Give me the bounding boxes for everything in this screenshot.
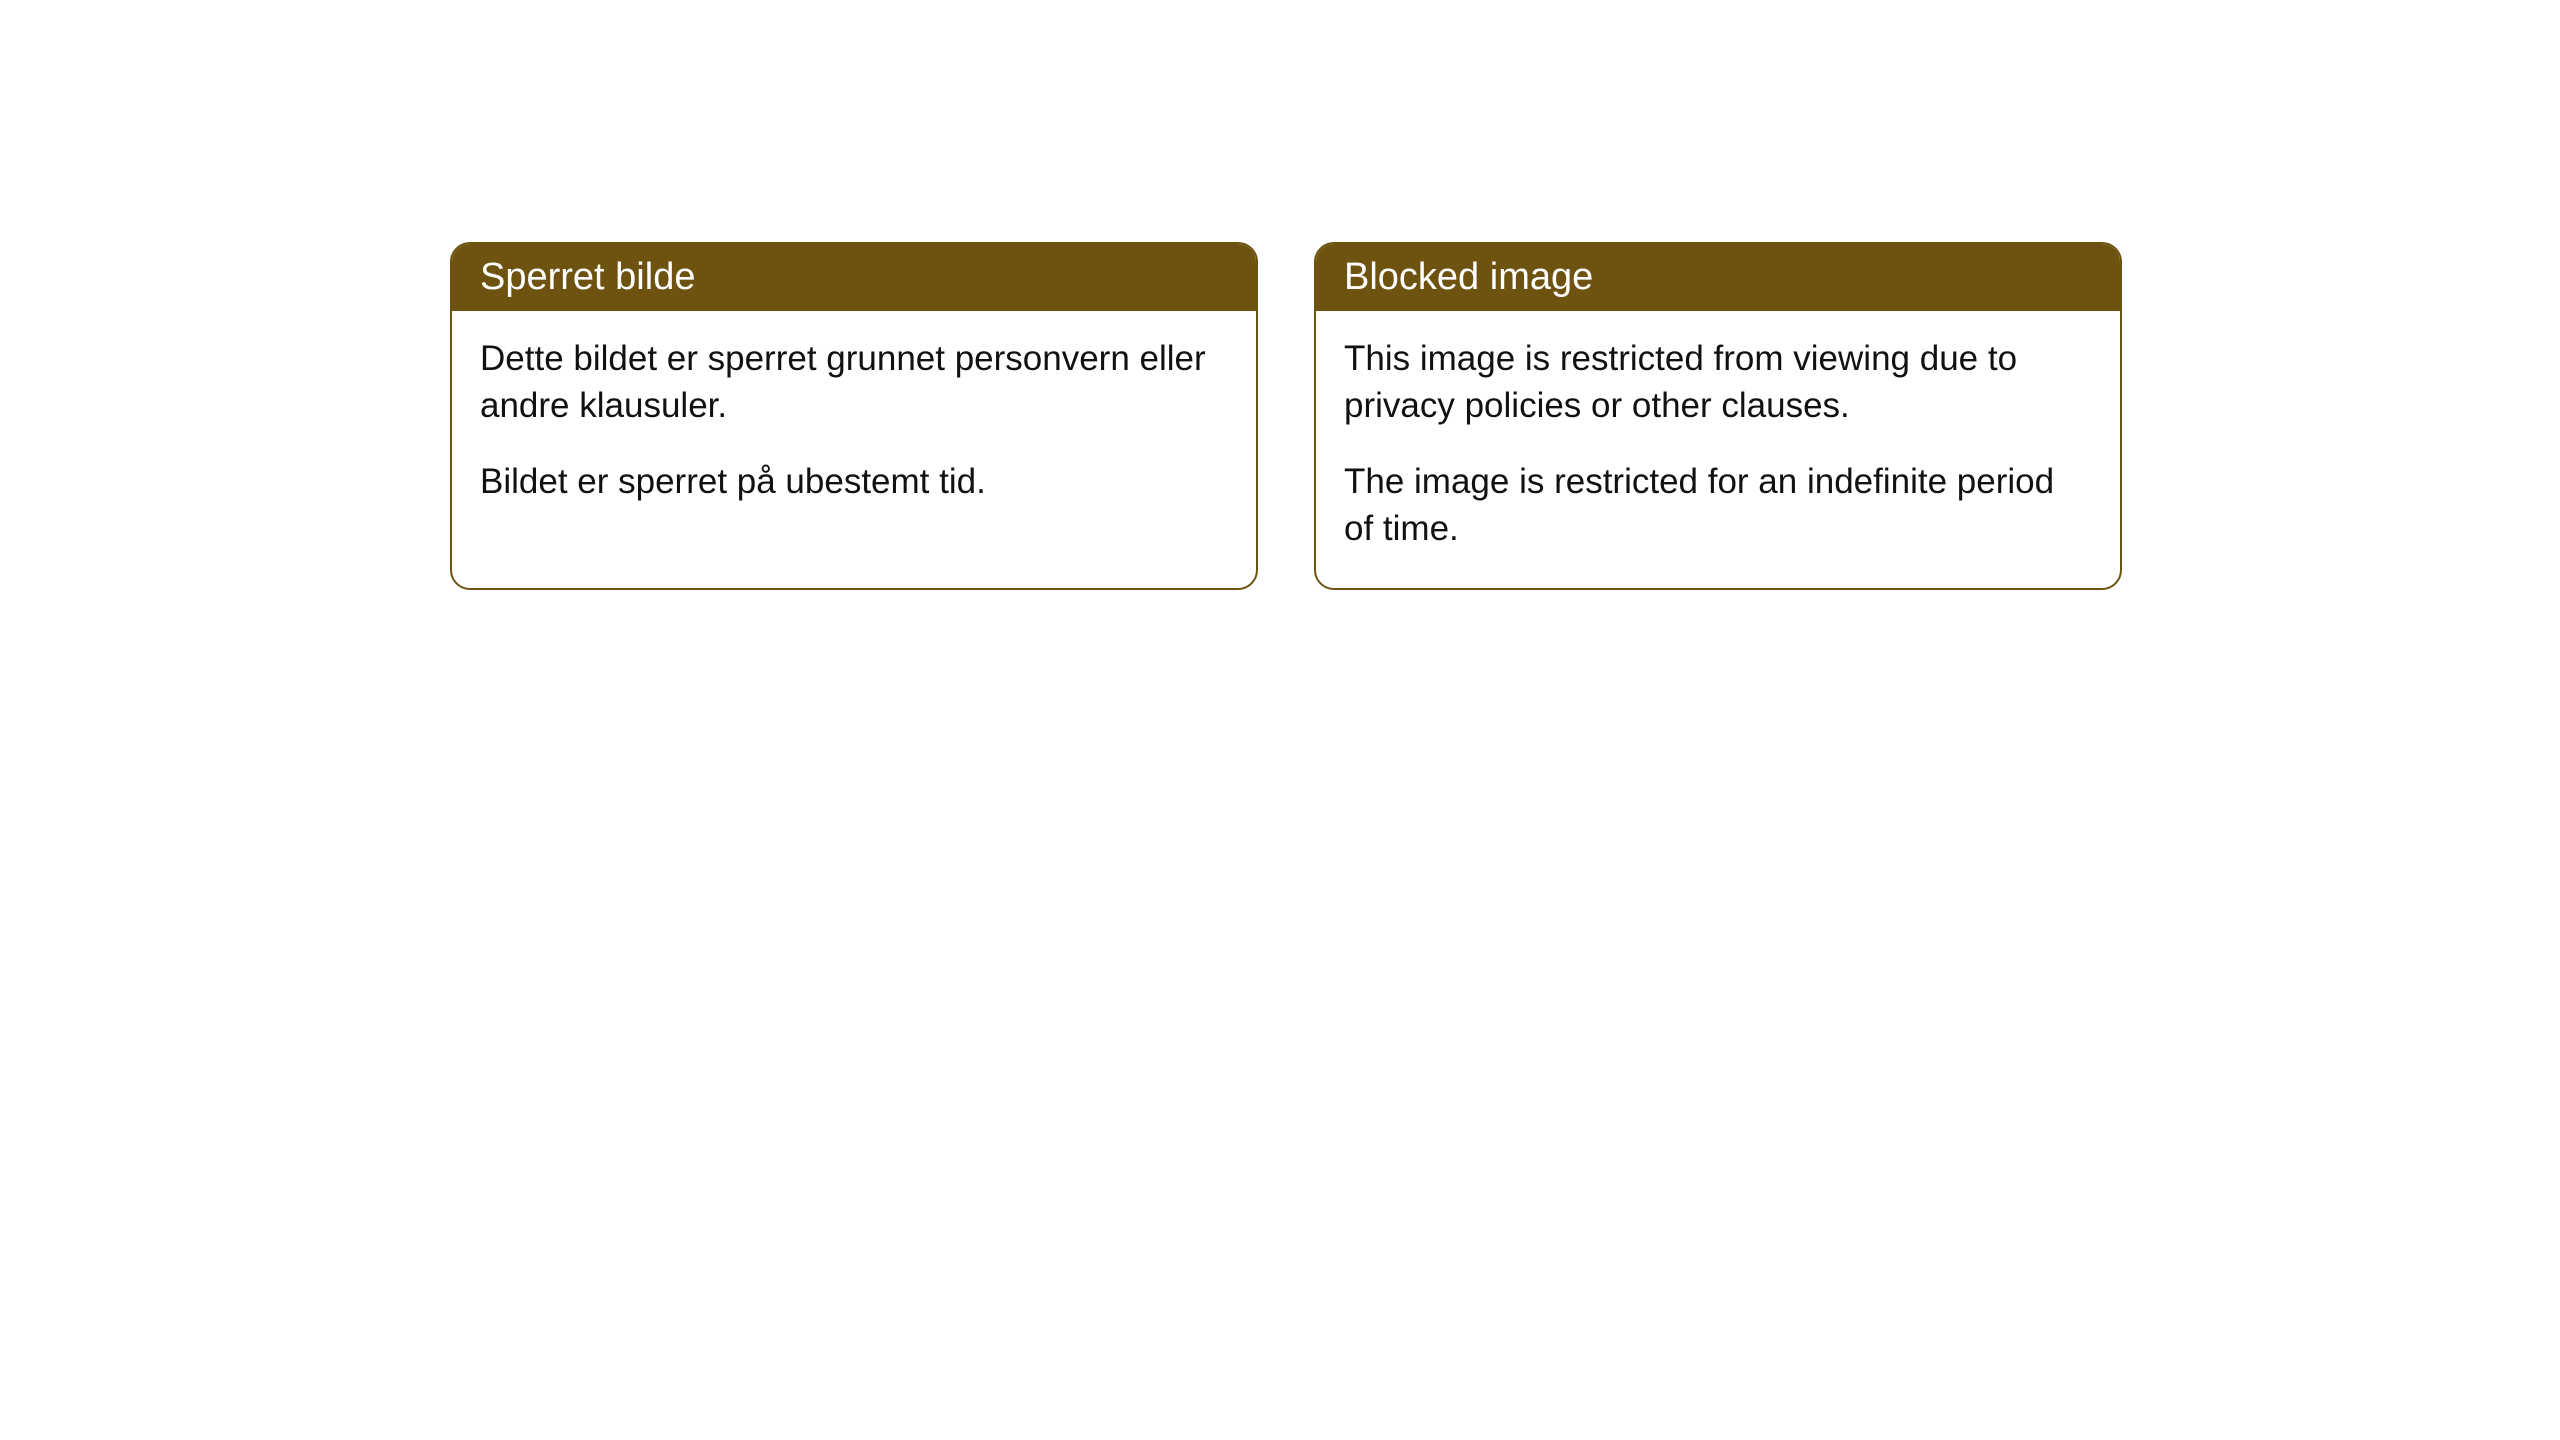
card-paragraph: The image is restricted for an indefinit…	[1344, 458, 2092, 553]
blocked-image-card-english: Blocked image This image is restricted f…	[1314, 242, 2122, 590]
card-header: Sperret bilde	[452, 244, 1256, 311]
card-header: Blocked image	[1316, 244, 2120, 311]
card-body: Dette bildet er sperret grunnet personve…	[452, 311, 1256, 541]
card-paragraph: Bildet er sperret på ubestemt tid.	[480, 458, 1228, 505]
card-title: Sperret bilde	[480, 256, 695, 298]
card-paragraph: Dette bildet er sperret grunnet personve…	[480, 335, 1228, 430]
card-body: This image is restricted from viewing du…	[1316, 311, 2120, 588]
card-title: Blocked image	[1344, 256, 1593, 298]
blocked-image-card-norwegian: Sperret bilde Dette bildet er sperret gr…	[450, 242, 1258, 590]
notice-cards-container: Sperret bilde Dette bildet er sperret gr…	[450, 242, 2560, 590]
card-paragraph: This image is restricted from viewing du…	[1344, 335, 2092, 430]
